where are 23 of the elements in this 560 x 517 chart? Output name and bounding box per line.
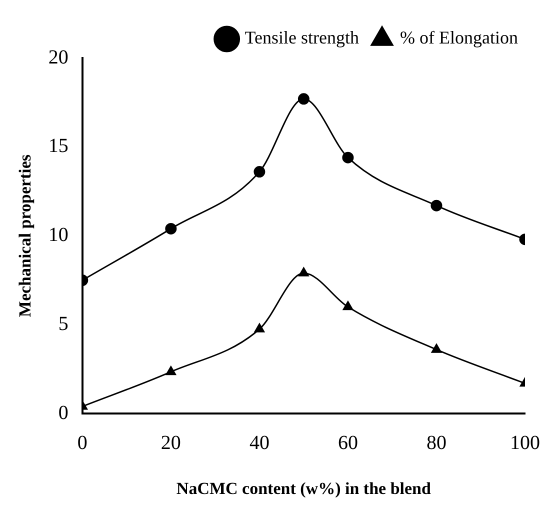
- y-tick-label: 10: [48, 224, 68, 246]
- x-tick-label: 40: [249, 432, 270, 454]
- y-axis-title: Mechanical properties: [16, 154, 35, 318]
- x-axis-title: NaCMC content (w%) in the blend: [176, 479, 432, 498]
- legend-label: Tensile strength: [244, 28, 360, 48]
- y-tick-label: 15: [48, 135, 68, 158]
- point: [165, 222, 177, 234]
- point: [298, 267, 309, 276]
- point: [298, 93, 310, 105]
- x-tick-label: 20: [160, 432, 181, 454]
- y-tick-label: 0: [58, 402, 68, 424]
- x-tick-label: 0: [77, 432, 88, 454]
- legend-label: % of Elongation: [400, 28, 518, 48]
- y-tick-label: 20: [48, 46, 68, 68]
- x-tick-label: 80: [426, 432, 446, 454]
- point: [254, 166, 266, 178]
- x-tick-label: 100: [510, 432, 540, 454]
- point: [342, 301, 354, 310]
- point: [254, 323, 265, 332]
- x-tick-label: 60: [338, 432, 358, 454]
- point: [342, 152, 354, 164]
- y-tick-label: 5: [58, 312, 68, 335]
- point: [166, 366, 176, 376]
